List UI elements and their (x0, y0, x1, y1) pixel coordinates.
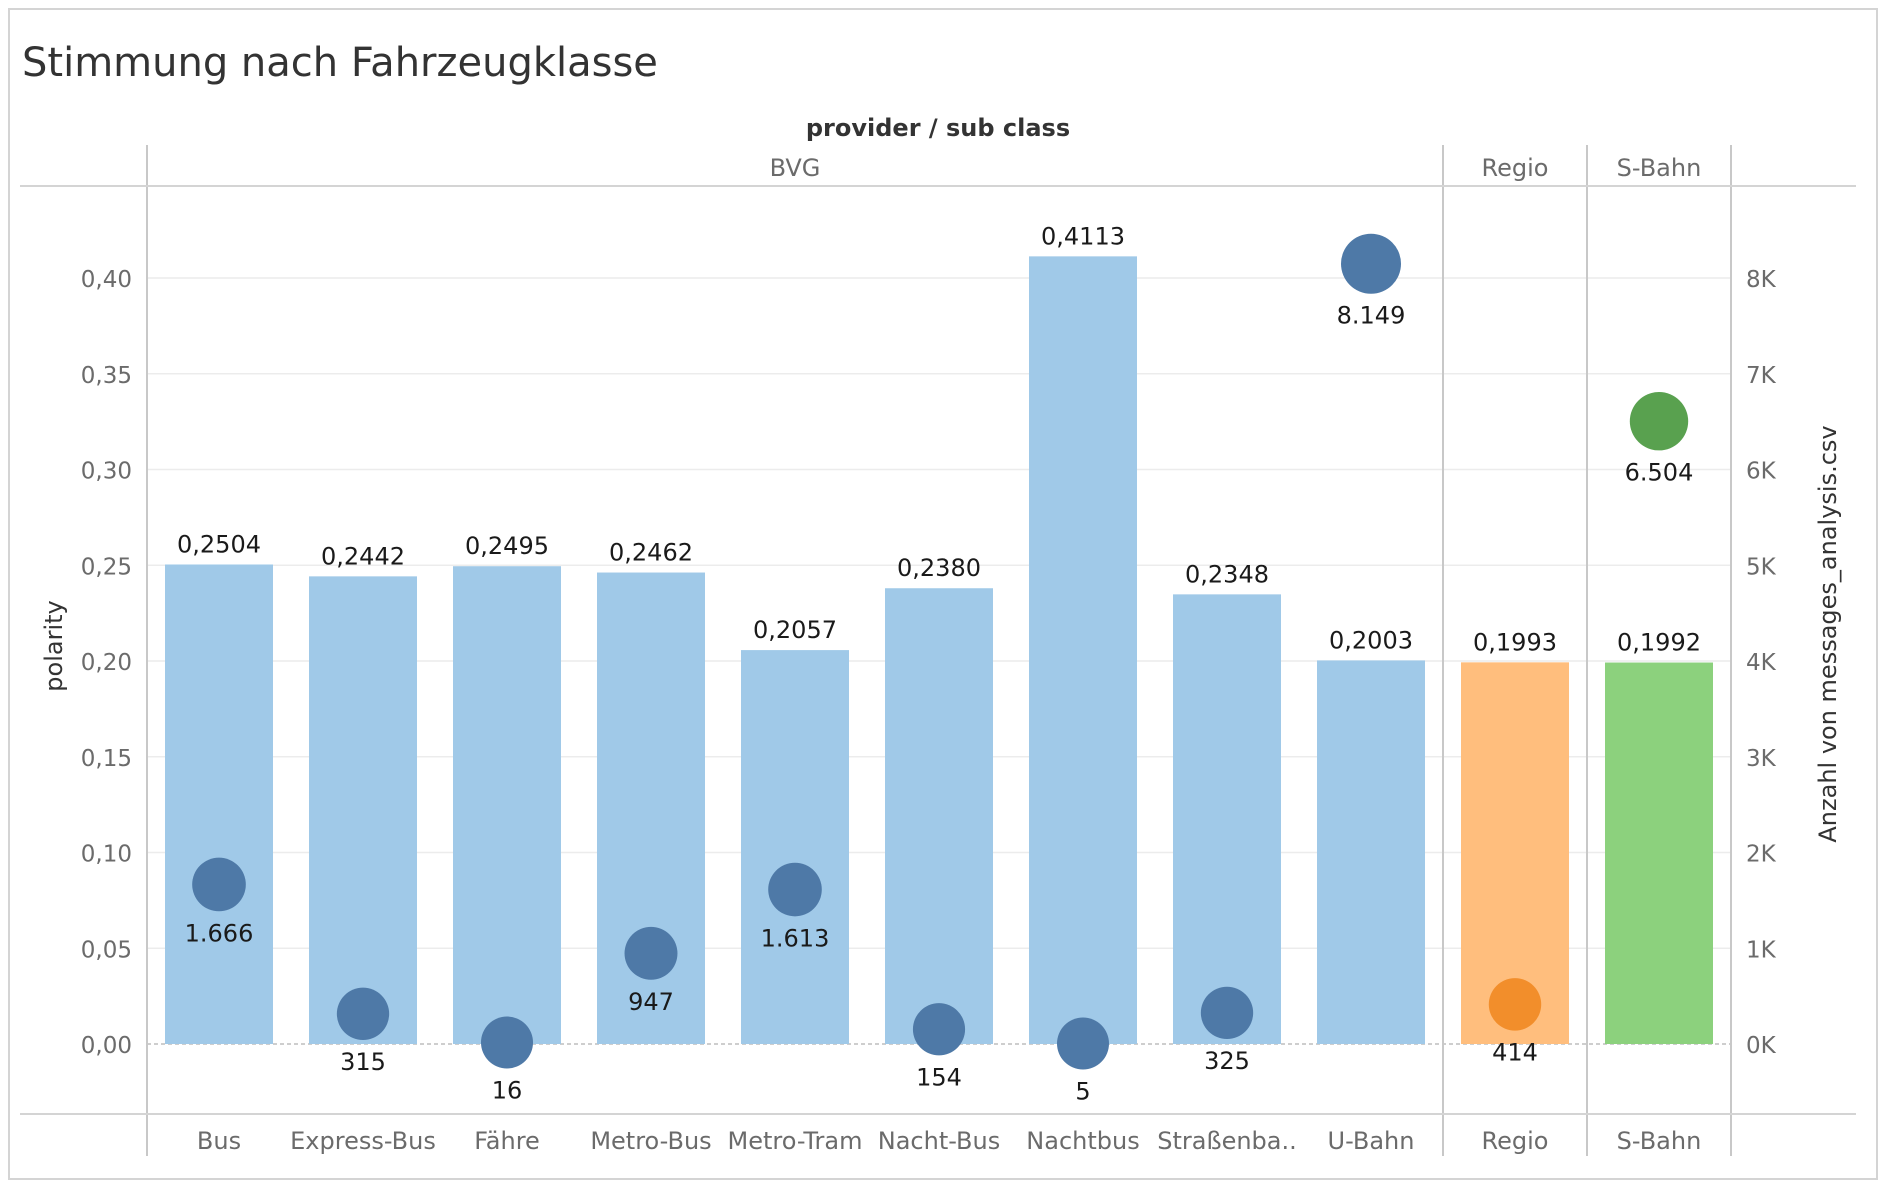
category-label: U-Bahn (1328, 1127, 1415, 1155)
count-value-label: 6.504 (1625, 458, 1694, 486)
count-circle-8[interactable] (1341, 233, 1401, 294)
bar-value-label: 0,2462 (609, 539, 693, 567)
panel-lines (20, 145, 1856, 1156)
bar-8[interactable] (1317, 660, 1425, 1044)
count-circle-0[interactable] (192, 857, 246, 912)
y-axis-title: polarity (40, 600, 68, 691)
y2-tick-label: 3K (1746, 746, 1777, 772)
y-tick-label: 0,25 (81, 554, 132, 580)
y-axis-left: 0,00 0,05 0,10 0,15 0,20 0,25 0,30 0,35 0,40 (81, 267, 132, 1059)
count-circle-7[interactable] (1200, 986, 1254, 1040)
bar-value-label: 0,2348 (1185, 560, 1269, 588)
count-circle-9[interactable] (1488, 978, 1542, 1031)
y2-tick-label: 6K (1746, 459, 1777, 485)
bar-4[interactable] (741, 650, 849, 1044)
y2-tick-label: 4K (1746, 650, 1777, 676)
count-value-label: 16 (492, 1076, 523, 1104)
category-label: Fähre (474, 1127, 540, 1155)
count-value-label: 1.613 (761, 924, 830, 952)
y-tick-label: 0,05 (81, 937, 132, 963)
bar-7[interactable] (1173, 594, 1281, 1044)
category-label: Metro-Bus (590, 1127, 711, 1155)
category-label: S-Bahn (1617, 1127, 1702, 1155)
y2-tick-label: 2K (1746, 842, 1777, 868)
count-value-label: 325 (1204, 1047, 1250, 1075)
count-value-label: 154 (916, 1063, 962, 1091)
y2-tick-label: 1K (1746, 937, 1777, 963)
y2-tick-label: 8K (1746, 267, 1777, 293)
count-circle-5[interactable] (912, 1003, 966, 1056)
y-tick-label: 0,00 (81, 1033, 132, 1059)
bar-value-label: 0,1992 (1617, 629, 1701, 657)
bar-value-label: 0,2504 (177, 530, 261, 558)
y-tick-label: 0,35 (81, 363, 132, 389)
count-circle-6[interactable] (1056, 1017, 1110, 1070)
count-circle-10[interactable] (1629, 392, 1689, 451)
bar-value-label: 0,2380 (897, 554, 981, 582)
group-header-label: S-Bahn (1617, 154, 1702, 182)
y-tick-label: 0,20 (81, 650, 132, 676)
bar-6[interactable] (1029, 256, 1137, 1045)
group-header-label: BVG (770, 154, 821, 182)
bar-value-label: 0,4113 (1041, 222, 1125, 250)
chart-title: Stimmung nach Fahrzeugklasse (22, 40, 658, 86)
bar-value-label: 0,1993 (1473, 628, 1557, 656)
count-circle-1[interactable] (336, 987, 390, 1040)
count-value-label: 414 (1492, 1039, 1538, 1067)
count-circle-3[interactable] (624, 926, 678, 980)
count-value-label: 947 (628, 988, 674, 1016)
y2-tick-label: 5K (1746, 554, 1777, 580)
category-label: Nachtbus (1026, 1127, 1139, 1155)
bar-value-label: 0,2442 (321, 542, 405, 570)
category-label: Nacht-Bus (878, 1127, 1000, 1155)
y-tick-label: 0,30 (81, 459, 132, 485)
labels: 0,2504 1.666 Bus 0,2442 315 Express-Bus 0,2495… (177, 154, 1701, 1155)
y-axis-right: 0K 1K 2K 3K 4K 5K 6K 7K 8K (1746, 267, 1777, 1059)
category-label: Straßenba.. (1157, 1127, 1297, 1155)
category-label: Bus (197, 1127, 241, 1155)
y2-tick-label: 7K (1746, 363, 1777, 389)
bar-2[interactable] (453, 566, 561, 1044)
count-value-label: 5 (1075, 1078, 1090, 1106)
y2-tick-label: 0K (1746, 1033, 1777, 1059)
category-label: Express-Bus (290, 1127, 436, 1155)
category-label: Regio (1482, 1127, 1549, 1155)
bars (165, 256, 1713, 1045)
count-value-label: 1.666 (185, 919, 254, 947)
count-circle-2[interactable] (480, 1016, 534, 1069)
y2-axis-title: Anzahl von messages_analysis.csv (1814, 425, 1842, 842)
y-tick-label: 0,15 (81, 746, 132, 772)
count-circles (192, 233, 1689, 1070)
count-value-label: 8.149 (1337, 302, 1406, 330)
bar-1[interactable] (309, 576, 417, 1044)
bar-value-label: 0,2057 (753, 616, 837, 644)
bar-0[interactable] (165, 564, 273, 1044)
group-header-label: Regio (1482, 154, 1549, 182)
y-tick-label: 0,40 (81, 267, 132, 293)
bar-value-label: 0,2003 (1329, 626, 1413, 654)
bar-5[interactable] (885, 588, 993, 1044)
y-tick-label: 0,10 (81, 842, 132, 868)
bar-10[interactable] (1605, 662, 1713, 1044)
count-value-label: 315 (340, 1048, 386, 1076)
category-label: Metro-Tram (728, 1127, 863, 1155)
column-header-title: provider / sub class (806, 114, 1070, 142)
count-circle-4[interactable] (768, 862, 822, 917)
bar-value-label: 0,2495 (465, 532, 549, 560)
